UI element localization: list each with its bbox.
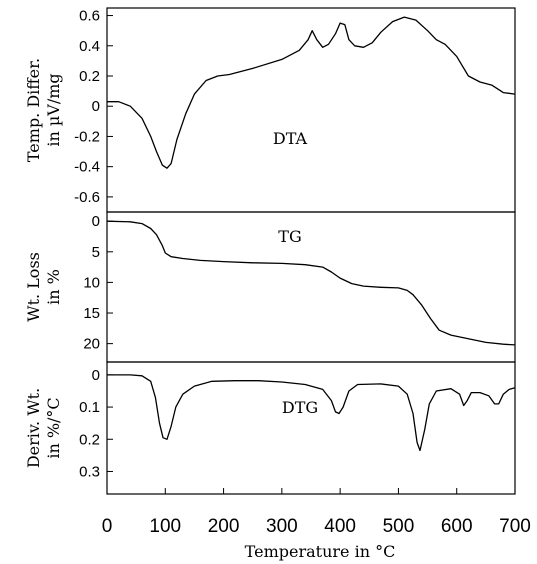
xtick-label: 600 (441, 516, 473, 537)
dta-curve (107, 16, 516, 169)
tg-curve (106, 220, 516, 346)
dta-y-ticks: 0.6 0.4 0.2 0 -0.2 -0.4 -0.6 (74, 8, 113, 206)
tg-ytick-label: 20 (83, 336, 100, 353)
dta-plot-frame (106, 7, 516, 213)
tg-ylabel-line-1: Wt. Loss (24, 252, 43, 322)
dtg-y-ticks: 0 0.1 0.2 0.3 (79, 367, 113, 480)
dtg-ytick-label: 0 (92, 367, 100, 384)
dtg-ytick-label: 0.2 (79, 431, 100, 448)
tg-ylabel-line-2: in % (44, 269, 63, 305)
xtick-label: 100 (149, 516, 181, 537)
tg-ytick-label: 0 (92, 213, 100, 230)
dtg-plot-frame (106, 361, 516, 495)
x-axis-ticks: 0 100 200 300 400 500 600 700 (102, 488, 531, 537)
dtg-ytick-label: 0.3 (79, 463, 100, 480)
tg-ytick-label: 10 (83, 274, 100, 291)
tg-panel: Wt. Loss in % TG 0 5 10 15 20 (24, 211, 516, 363)
dta-ytick-label: -0.4 (74, 159, 100, 176)
dta-ytick-label: 0.4 (79, 38, 100, 55)
tg-y-ticks: 0 5 10 15 20 (83, 213, 113, 353)
dtg-curve (107, 374, 516, 452)
tg-plot-frame (106, 211, 516, 363)
dta-ytick-label: 0 (92, 98, 100, 115)
dta-annotation: DTA (273, 129, 308, 148)
dta-ytick-label: -0.2 (74, 128, 100, 145)
dta-ylabel-line-1: Temp. Differ. (24, 58, 43, 162)
xtick-label: 0 (102, 516, 113, 537)
dtg-panel: Deriv. Wt. in %/°C DTG 0 0.1 0.2 0.3 (24, 361, 516, 495)
dtg-ylabel-line-2: in %/°C (44, 397, 63, 458)
tg-ytick-label: 15 (83, 305, 100, 322)
tg-ytick-label: 5 (92, 244, 100, 261)
xtick-label: 700 (499, 516, 531, 537)
dtg-ytick-label: 0.1 (79, 399, 100, 416)
dta-ylabel-line-2: in µV/mg (44, 73, 63, 146)
xtick-label: 200 (208, 516, 240, 537)
tg-annotation: TG (278, 227, 301, 246)
dtg-annotation: DTG (282, 398, 318, 417)
dta-ytick-label: 0.2 (79, 68, 100, 85)
xtick-label: 300 (266, 516, 298, 537)
x-axis-label: Temperature in °C (245, 542, 396, 561)
xtick-label: 500 (383, 516, 415, 537)
dta-panel: Temp. Differ. in µV/mg DTA 0.6 0.4 0.2 0 -0.… (24, 7, 516, 213)
dta-ytick-label: -0.6 (74, 189, 100, 206)
dtg-ylabel-line-1: Deriv. Wt. (24, 388, 43, 468)
xtick-label: 400 (324, 516, 356, 537)
dta-ytick-label: 0.6 (79, 8, 100, 25)
